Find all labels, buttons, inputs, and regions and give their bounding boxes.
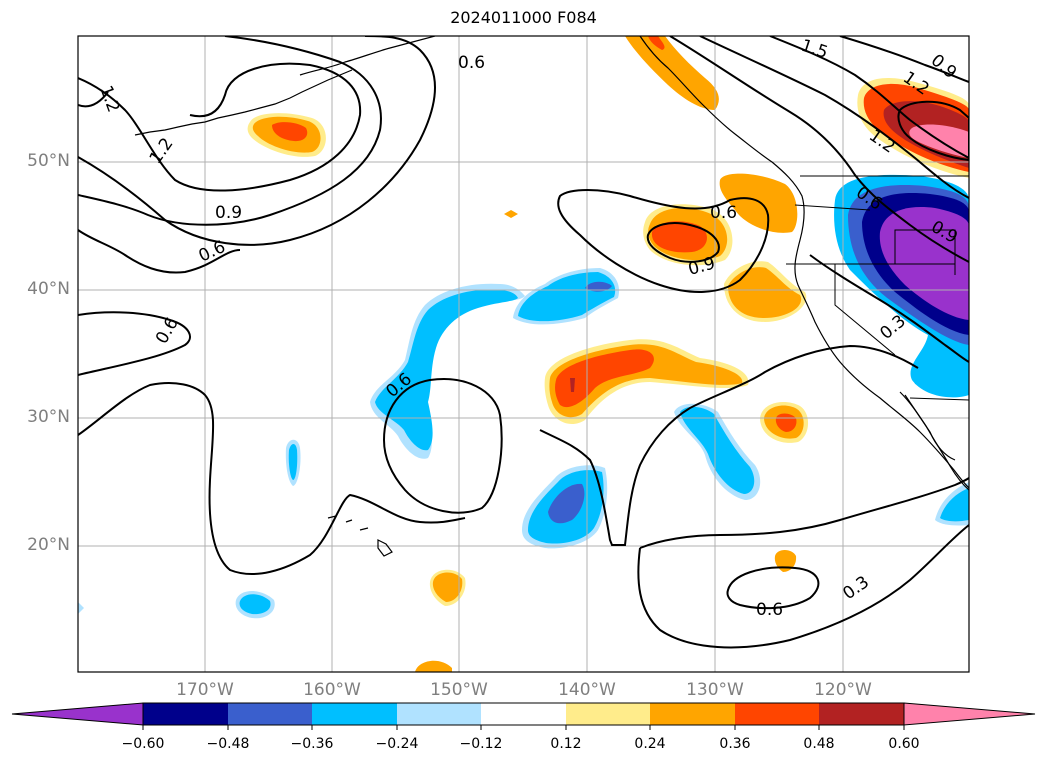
negative-field-west-edge <box>78 602 84 614</box>
colorbar-segment <box>735 703 819 725</box>
negative-field-streak-sky <box>375 289 518 451</box>
negative-field-sky-small <box>912 363 945 386</box>
colorbar-tick-label: −0.36 <box>290 736 334 752</box>
positive-field-10n-orange <box>415 660 452 672</box>
contour-aleutian-09 <box>78 36 382 226</box>
hawaii-islands <box>327 515 393 557</box>
colorbar-segment <box>228 703 312 725</box>
colorbar <box>11 702 1036 730</box>
contour-ne-03 <box>809 254 969 363</box>
contour-label: 0.6 <box>710 203 737 223</box>
colorbar-tick-label: 0.48 <box>803 736 835 752</box>
contour-06-small-loop <box>726 566 820 610</box>
contour-06-mid <box>539 344 919 546</box>
political-borders <box>786 175 969 401</box>
lon-label-170w: 170°W <box>176 680 234 700</box>
border-nv <box>834 264 896 356</box>
negative-field-22n-east-sky <box>940 488 969 522</box>
border-us-mex <box>909 397 969 401</box>
contour-aleutian-outer <box>78 36 436 246</box>
contour-ne-06 <box>669 36 969 263</box>
lat-label-40n: 40°N <box>27 279 70 299</box>
colorbar-tick-label: −0.60 <box>121 736 165 752</box>
contour-ne-12 <box>769 36 969 159</box>
contour-label: 0.6 <box>756 600 783 620</box>
contour-ne-09 <box>839 36 969 83</box>
positive-field-alaska <box>625 36 719 110</box>
colorbar-extend-low <box>11 702 144 726</box>
lon-label-160w: 160°W <box>303 680 361 700</box>
positive-field-tiny <box>504 210 518 218</box>
map-plot-area: 0.6 1.5 0.9 1.2 1.2 1.2 1.2 0.9 0.6 0.6 … <box>78 36 969 672</box>
lon-label-150w: 150°W <box>430 680 488 700</box>
colorbar-extend-high <box>903 702 1036 726</box>
contour-06-west-mid <box>78 311 191 376</box>
positive-field-aleutian-red <box>272 122 308 142</box>
negative-field-28n-sky <box>680 406 755 494</box>
contour-ne-loop <box>897 100 969 162</box>
contour-06-central-loop <box>382 378 503 514</box>
negative-field-40n-blue <box>585 281 612 292</box>
positive-field-17n-orange <box>432 572 463 602</box>
lon-label-140w: 140°W <box>558 680 616 700</box>
positive-field-coast2-orange <box>728 267 802 318</box>
colorbar-segment <box>143 703 228 725</box>
colorbar-frame <box>142 702 905 726</box>
colorbar-ticks <box>142 725 905 730</box>
colorbar-tick-label: 0.24 <box>634 736 666 752</box>
contours <box>78 36 969 649</box>
contour-aleutian-12 <box>78 62 362 192</box>
colorbar-segment <box>312 703 397 725</box>
lon-label-120w: 120°W <box>814 680 872 700</box>
positive-field-alaska-red <box>648 36 665 50</box>
lat-label-20n: 20°N <box>27 535 70 555</box>
contour-06-central <box>78 382 466 576</box>
contour-03-south-east <box>639 477 969 549</box>
baja-interior <box>904 394 956 461</box>
lat-label-30n: 30°N <box>27 407 70 427</box>
contour-ne-15 <box>699 36 969 199</box>
colorbar-tick-label: 0.36 <box>719 736 751 752</box>
map-frame <box>77 35 970 673</box>
colorbar-tick-label: 0.60 <box>888 736 920 752</box>
negative-field-26n-sky <box>288 444 298 480</box>
colorbar-tick-label: −0.24 <box>375 736 419 752</box>
colorbar-segment <box>650 703 735 725</box>
map-title: 2024011000 F084 <box>450 8 597 27</box>
contour-09-east-center <box>646 222 720 263</box>
alaska-panhandle <box>639 36 969 489</box>
colorbar-tick-label: 0.12 <box>550 736 582 752</box>
contour-label: 0.6 <box>458 53 485 73</box>
graticule <box>78 36 969 672</box>
contour-06-east-center <box>557 189 770 293</box>
negative-field-15n-sky <box>239 594 271 615</box>
contour-label: 0.9 <box>215 203 242 223</box>
colorbar-tick-label: −0.48 <box>206 736 250 752</box>
aleutian-chain <box>134 69 353 136</box>
coastlines <box>134 36 969 557</box>
lat-label-50n: 50°N <box>27 151 70 171</box>
contour-aleutian-06-south <box>78 229 241 274</box>
positive-field-coast-orange <box>719 173 798 233</box>
border-id <box>894 229 956 275</box>
positive-field-center-red <box>651 221 707 253</box>
border-wa-or <box>794 204 871 211</box>
ocean-background <box>78 36 969 672</box>
lon-label-130w: 130°W <box>686 680 744 700</box>
colorbar-tick-label: −0.12 <box>459 736 503 752</box>
positive-field-band-brick <box>570 378 575 392</box>
colorbar-segment <box>397 703 481 725</box>
positive-field-band-red <box>555 349 654 408</box>
contour-03-south-loop <box>637 524 969 649</box>
shaded-fields <box>78 36 969 672</box>
negative-field-24n-blue <box>548 483 585 524</box>
colorbar-segment <box>566 703 650 725</box>
contour-12-west <box>78 91 109 108</box>
colorbar-segment <box>481 703 566 725</box>
colorbar-segment <box>819 703 904 725</box>
